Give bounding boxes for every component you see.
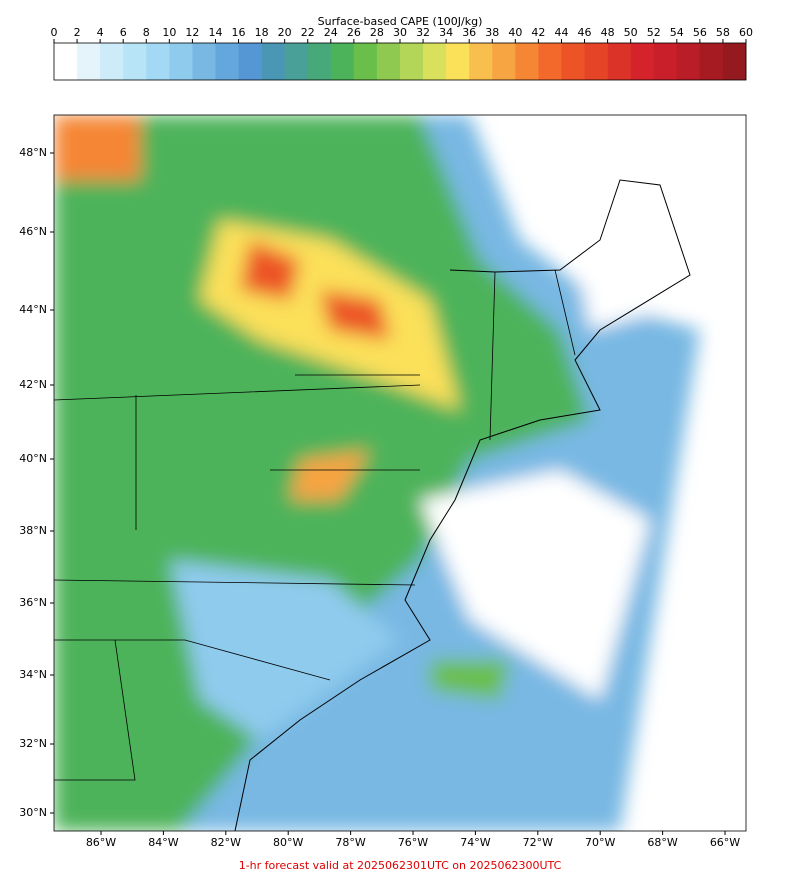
colorbar-bin <box>215 43 239 80</box>
colorbar-bin <box>446 43 470 80</box>
colorbar-tick-label: 30 <box>393 26 407 39</box>
colorbar-bin <box>653 43 678 80</box>
colorbar-bin <box>192 43 216 80</box>
colorbar-tick-label: 8 <box>143 26 150 39</box>
colorbar-bin <box>100 43 124 80</box>
lon-label: 68°W <box>647 836 677 849</box>
lon-label: 78°W <box>335 836 365 849</box>
lat-label: 38°N <box>19 524 47 537</box>
lon-label: 82°W <box>211 836 241 849</box>
colorbar-bin <box>330 43 355 80</box>
colorbar-bin <box>676 43 701 80</box>
lon-label: 84°W <box>148 836 178 849</box>
colorbar-bin <box>284 43 309 80</box>
colorbar-tick-label: 58 <box>716 26 730 39</box>
lat-label: 46°N <box>19 225 47 238</box>
colorbar-tick-label: 54 <box>670 26 684 39</box>
colorbar-tick-label: 42 <box>531 26 545 39</box>
colorbar-bin <box>146 43 170 80</box>
map-axes: 48°N 46°N 44°N 42°N 40°N 38°N 36°N 34°N 32°N 30°N… <box>19 146 740 849</box>
colorbar-bin <box>400 43 424 80</box>
colorbar-bin <box>169 43 193 80</box>
colorbar-tick-label: 44 <box>554 26 568 39</box>
colorbar-bin <box>561 43 585 80</box>
colorbar-bin <box>376 43 401 80</box>
colorbar-bin <box>77 43 101 80</box>
colorbar-tick-label: 36 <box>462 26 476 39</box>
lat-label: 44°N <box>19 303 47 316</box>
colorbar-tick-label: 6 <box>120 26 127 39</box>
colorbar-tick-label: 56 <box>693 26 707 39</box>
colorbar-bin <box>423 43 447 80</box>
colorbar-bin <box>515 43 539 80</box>
colorbar-tick-label: 26 <box>347 26 361 39</box>
colorbar-tick-label: 28 <box>370 26 384 39</box>
lon-label: 86°W <box>86 836 116 849</box>
colorbar-bin <box>722 43 747 80</box>
colorbar-bin <box>584 43 608 80</box>
colorbar-tick-label: 40 <box>508 26 522 39</box>
lon-label: 70°W <box>585 836 615 849</box>
footer: 1-hr forecast valid at 2025062301UTC on … <box>239 859 562 872</box>
colorbar-title: Surface-based CAPE (100J/kg) <box>318 15 483 28</box>
colorbar-tick-label: 52 <box>647 26 661 39</box>
lon-label: 76°W <box>398 836 428 849</box>
lon-label: 80°W <box>273 836 303 849</box>
colorbar-tick-label: 0 <box>51 26 58 39</box>
map-frame <box>53 114 747 832</box>
colorbar-bin <box>261 43 285 80</box>
colorbar-tick-label: 60 <box>739 26 753 39</box>
lon-label: 66°W <box>710 836 740 849</box>
colorbar-tick-label: 38 <box>485 26 499 39</box>
colorbar-bin <box>538 43 562 80</box>
colorbar-tick-label: 2 <box>74 26 81 39</box>
colorbar-tick-label: 14 <box>208 26 222 39</box>
lon-label: 72°W <box>523 836 553 849</box>
colorbar-tick-label: 16 <box>232 26 246 39</box>
colorbar-bin <box>630 43 655 80</box>
colorbar: 0 2 4 6 8 10 12 14 16 18 20 22 24 26 28 30 32 34 36 38 40 42 4… <box>51 26 753 81</box>
colorbar-tick-label: 20 <box>278 26 292 39</box>
lat-label: 32°N <box>19 737 47 750</box>
colorbar-bin <box>492 43 516 80</box>
lat-label: 40°N <box>19 452 47 465</box>
lat-label: 34°N <box>19 668 47 681</box>
colorbar-bin <box>238 43 262 80</box>
colorbar-bin <box>607 43 631 80</box>
colorbar-bin <box>54 43 78 80</box>
colorbar-bin <box>307 43 332 80</box>
lat-label: 48°N <box>19 146 47 159</box>
colorbar-tick-label: 34 <box>439 26 453 39</box>
colorbar-tick-label: 24 <box>324 26 338 39</box>
lon-label: 74°W <box>460 836 490 849</box>
colorbar-tick-label: 32 <box>416 26 430 39</box>
cape-field <box>54 115 700 831</box>
colorbar-tick-label: 50 <box>624 26 638 39</box>
colorbar-tick-label: 12 <box>185 26 199 39</box>
colorbar-tick-label: 22 <box>301 26 315 39</box>
lat-label: 30°N <box>19 806 47 819</box>
colorbar-bin <box>469 43 493 80</box>
colorbar-tick-label: 4 <box>97 26 104 39</box>
colorbar-tick-label: 18 <box>255 26 269 39</box>
colorbar-bin <box>123 43 147 80</box>
lat-label: 36°N <box>19 596 47 609</box>
colorbar-tick-label: 10 <box>162 26 176 39</box>
colorbar-bin <box>699 43 724 80</box>
colorbar-tick-label: 48 <box>601 26 615 39</box>
lat-label: 42°N <box>19 378 47 391</box>
colorbar-bin <box>353 43 378 80</box>
colorbar-tick-label: 46 <box>578 26 592 39</box>
